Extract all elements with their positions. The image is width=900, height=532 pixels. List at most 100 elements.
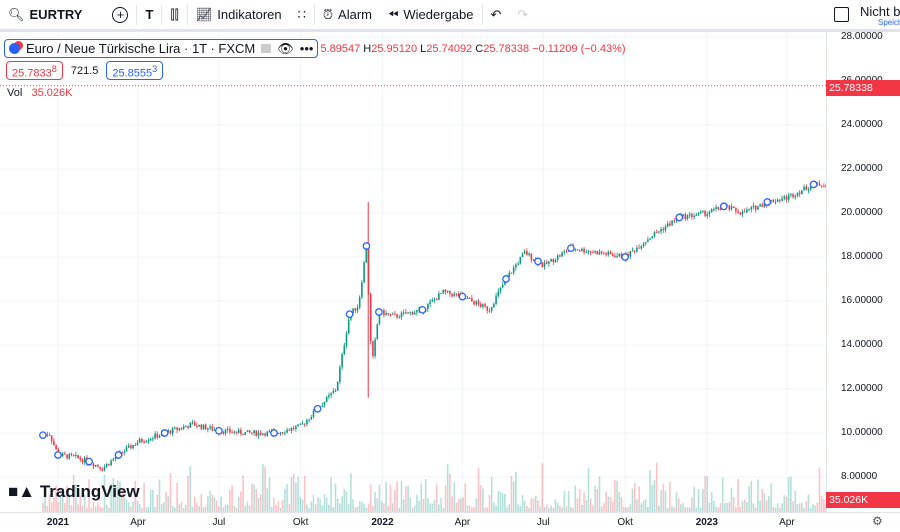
volume-bar [136,500,139,512]
candle-body [556,255,559,260]
volume-bar [185,504,187,512]
volume-bar [763,493,766,512]
candle-body [574,249,577,251]
candle-body [68,453,71,459]
symbol-search-button[interactable]: 🔍︎ EURTRY [8,6,83,23]
candle-body [154,433,156,439]
volume-bar [561,507,563,512]
candle-body [493,303,495,308]
volume-bar [429,503,431,512]
settings-gear-icon[interactable]: ⚙ [872,514,883,528]
candle-body [378,312,381,325]
indicators-button[interactable]: 📈︎ Indikatoren [195,6,282,23]
volume-bar [334,483,337,512]
y-tick-label: 16.00000 [841,295,883,306]
volume-bar [680,504,682,512]
candle-body [779,199,781,201]
candle-body [605,253,607,255]
volume-bar [92,501,95,512]
undo-button[interactable]: ↶ [483,0,510,31]
volume-bar [101,507,104,512]
chart-type-button[interactable]: ⫿⫿ [162,0,186,31]
volume-bar [464,483,467,512]
volume-bar [451,496,453,512]
alarm-button[interactable]: ⏰︎ Alarm [322,6,372,23]
candle-body [695,214,698,216]
candle-body [673,220,676,222]
volume-bar [83,494,86,512]
candle-body [515,264,517,268]
candle-body [693,215,695,218]
compare-button[interactable]: + [104,0,136,31]
buy-button[interactable]: 25.85553 [106,61,164,80]
candle-body [248,430,251,433]
candle-body [548,261,550,264]
volume-bar [242,475,244,512]
replay-button[interactable]: ⏪︎ Wiedergabe [387,6,474,23]
candle-body [266,431,269,436]
volume-bar [805,501,808,512]
candle-body [372,341,374,357]
volume-bar [290,476,293,512]
candle-body [629,251,632,257]
volume-bar [79,495,82,512]
more-icon[interactable]: ••• [299,41,314,56]
candle-body [759,204,761,207]
volume-bar [114,485,117,512]
volume-bar [57,502,60,512]
volume-bar [807,494,810,512]
candle-body [486,306,489,311]
templates-button[interactable]: ∷ [290,0,314,31]
candle-body [589,251,592,253]
eye-icon[interactable]: 👁︎ [277,40,294,56]
volume-bar [158,479,161,512]
volume-bar [178,504,181,512]
candle-body [717,206,720,210]
volume-bar [229,490,231,512]
candle-body [640,246,643,249]
candle-body [299,423,302,425]
candle-body [387,313,390,315]
x-tick-label: Apr [779,517,795,528]
volume-bar [721,477,724,512]
volume-bar [684,506,687,512]
volume-bar [396,481,398,512]
volume-bar [741,501,744,512]
event-marker [375,308,383,316]
volume-bar [103,474,106,512]
volume-bar [506,507,508,512]
volume-bar [761,489,764,512]
volume-bar [693,486,695,512]
event-marker [458,292,467,301]
volume-bar [233,505,236,512]
event-marker [502,275,510,283]
candle-body [224,429,227,434]
volume-bar [695,507,698,512]
save-link[interactable]: Speich [878,18,900,27]
candle-body [521,253,524,258]
time-axis[interactable]: 2021 Apr Jul Okt 2022 Apr Jul Okt 2023 Apr [0,512,900,532]
price-axis[interactable]: 28.0000026.0000024.0000022.0000020.00000… [826,31,900,512]
interval-button[interactable]: T [145,7,154,22]
volume-bar [673,507,676,512]
sell-button[interactable]: 25.78338 [6,61,63,80]
candle-body [479,304,482,308]
spread: 721.5 [70,64,99,77]
candle-body [244,432,247,435]
price-chart[interactable] [0,32,826,512]
volume-bar [708,502,711,512]
volume-bar [578,489,581,512]
volume-bar [70,504,73,512]
candle-body [473,301,475,305]
redo-button[interactable]: ↷ [509,0,536,31]
event-marker [534,257,542,266]
save-checkbox[interactable] [834,7,849,22]
candle-body [295,426,297,429]
candle-body [774,201,777,203]
volume-bar [666,507,669,512]
candle-body [369,293,372,342]
volume-bar [352,499,354,512]
volume-bar [169,473,172,512]
candle-body [783,196,786,199]
symbol-title-box[interactable]: Euro / Neue Türkische Lira · 1T · FXCM 👁… [4,39,319,58]
